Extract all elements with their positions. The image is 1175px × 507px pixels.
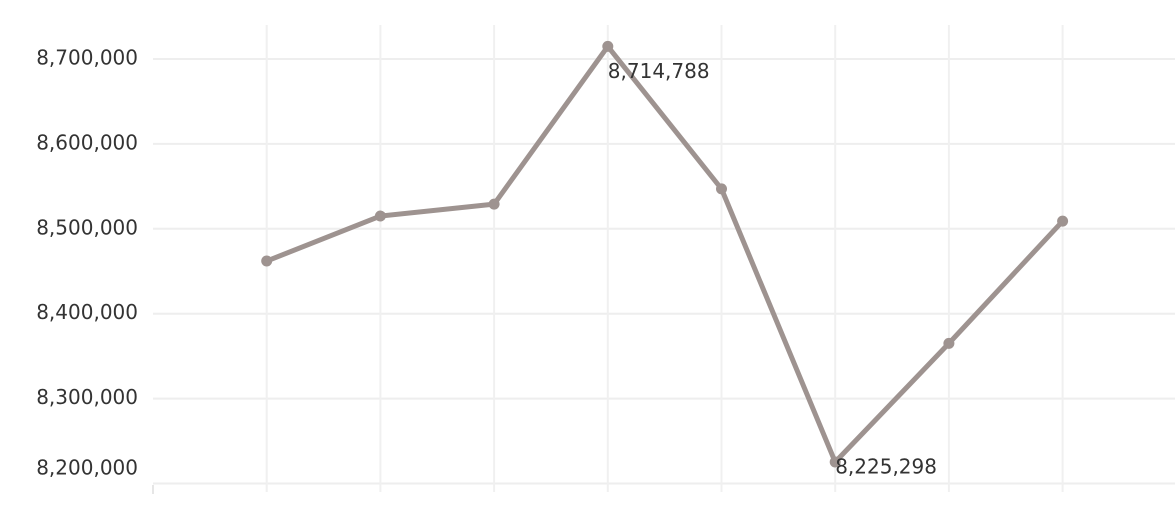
y-tick-label: 8,700,000	[36, 45, 138, 69]
data-label: 8,714,788	[608, 59, 710, 83]
y-tick-label: 8,300,000	[36, 385, 138, 409]
point	[374, 210, 386, 222]
y-tick-label: 8,600,000	[36, 130, 138, 154]
point	[488, 198, 500, 210]
data-label: 8,225,298	[835, 455, 937, 479]
y-tick-label: 8,500,000	[36, 215, 138, 239]
y-tick-label: 8,200,000	[36, 456, 138, 480]
point	[261, 255, 273, 267]
y-tick-label: 8,400,000	[36, 300, 138, 324]
point	[943, 337, 955, 349]
point	[1057, 215, 1069, 227]
line	[265, 43, 1065, 465]
point	[602, 40, 614, 52]
point	[716, 183, 727, 195]
point	[829, 456, 841, 468]
